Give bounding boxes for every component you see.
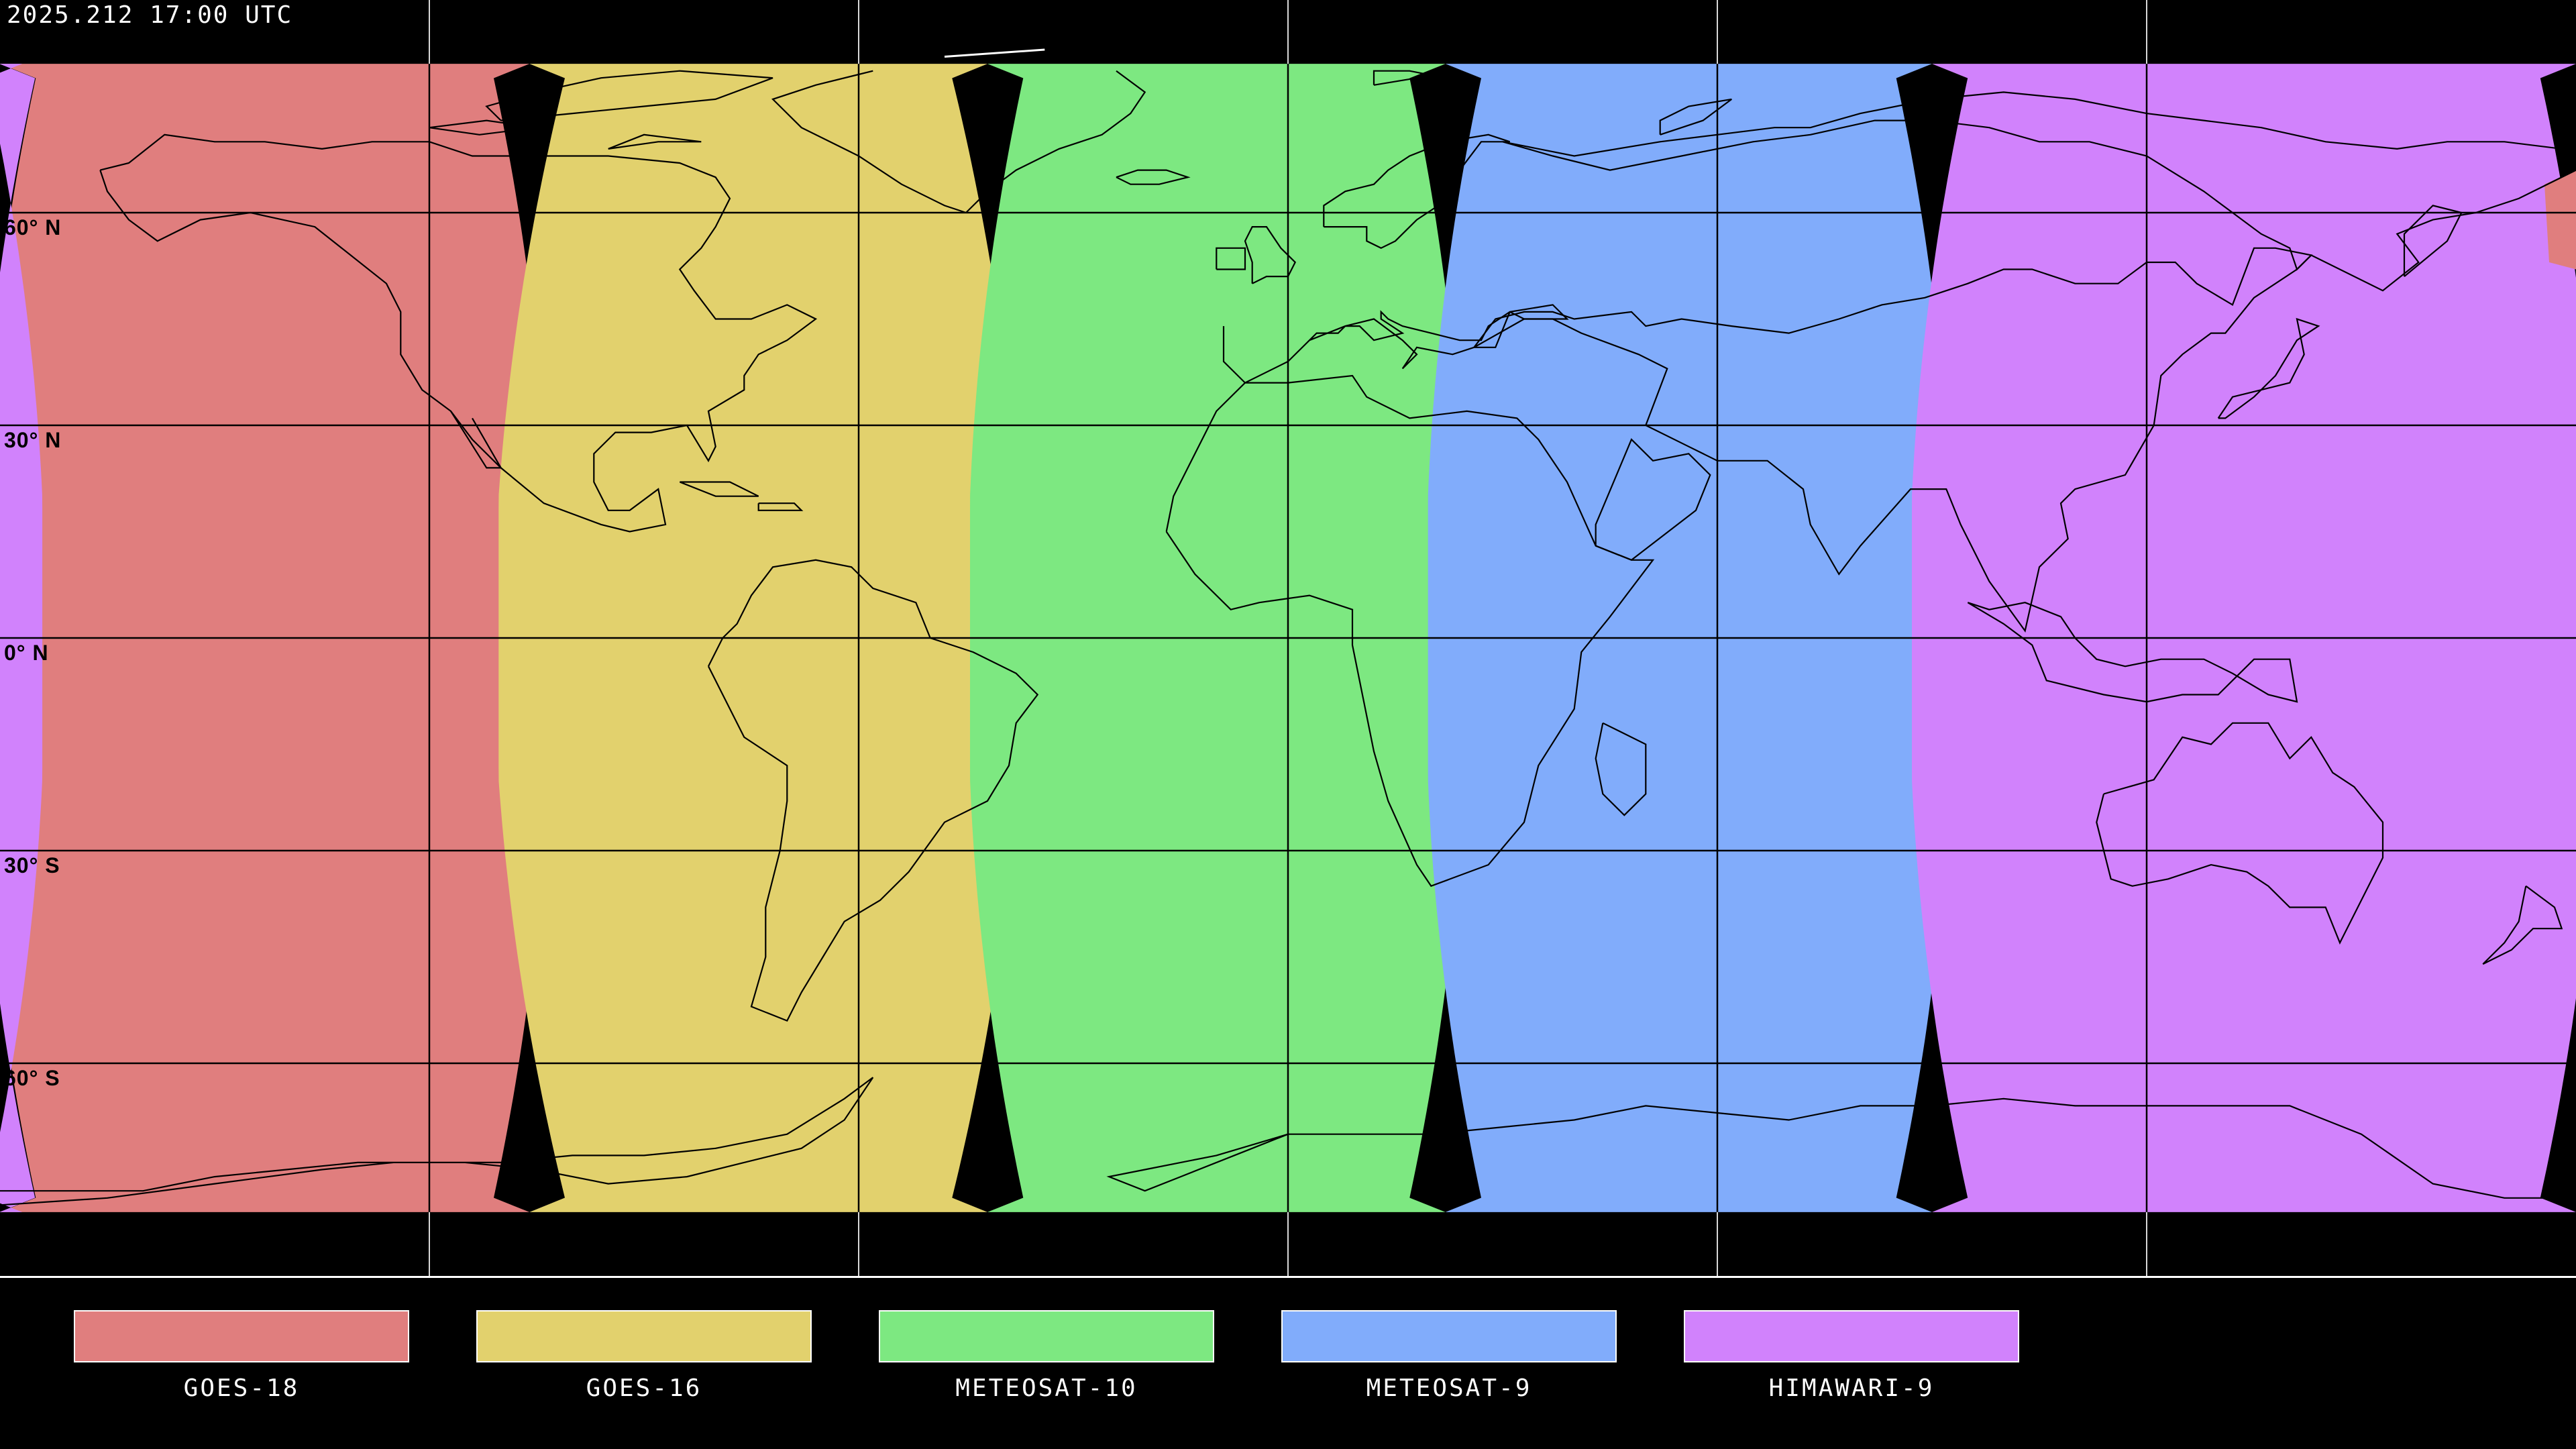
coastline-segment xyxy=(1244,226,1297,284)
legend-swatch xyxy=(1684,1310,2019,1362)
legend-swatch xyxy=(1281,1310,1617,1362)
legend-label: GOES-18 xyxy=(183,1375,300,1402)
map-area: 2025.212 17:00 UTC 60° N 30° N 0° N 30° S 60… xyxy=(0,0,2576,1276)
legend-label: HIMAWARI-9 xyxy=(1768,1375,1935,1402)
coastline-segment xyxy=(2403,205,2463,277)
legend-item-himawari-9[interactable]: HIMAWARI-9 xyxy=(1650,1310,2053,1402)
coastline-segment xyxy=(1323,133,1511,250)
legend-label: METEOSAT-9 xyxy=(1366,1375,1532,1402)
coastline-segment xyxy=(99,133,818,533)
coastlines xyxy=(0,48,2576,1206)
legend-label: GOES-16 xyxy=(586,1375,702,1402)
legend-swatch xyxy=(74,1310,409,1362)
latitude-label: 30° N xyxy=(4,428,62,452)
latitude-label: 60° N xyxy=(4,215,62,239)
legend-item-meteosat-10[interactable]: METEOSAT-10 xyxy=(845,1310,1248,1402)
legend-item-goes-18[interactable]: GOES-18 xyxy=(40,1310,443,1402)
coastline-segment xyxy=(679,481,759,497)
coastline-segment xyxy=(1595,722,1647,816)
coastline-segment xyxy=(608,133,702,150)
coastline-segment xyxy=(485,70,773,121)
coverage-region-goes-18-wrap xyxy=(2544,170,2576,270)
coastline-segment xyxy=(450,411,502,469)
latitude-label: 0° N xyxy=(4,641,49,665)
coastline-segment xyxy=(708,559,1039,1022)
coastline-segment xyxy=(2482,885,2563,965)
coastline-segment xyxy=(757,502,804,511)
coastline-segment xyxy=(1288,1097,2576,1199)
coastline-segment xyxy=(2217,317,2320,419)
coastline-segment xyxy=(965,70,1146,213)
legend-label: METEOSAT-10 xyxy=(955,1375,1138,1402)
coastline-segment xyxy=(1106,1133,1289,1192)
timestamp-label: 2025.212 17:00 UTC xyxy=(7,1,293,29)
coastline-segment xyxy=(1116,169,1191,185)
coastline-segment xyxy=(771,70,967,214)
coastline-segment xyxy=(2096,722,2384,945)
legend-panel: GOES-18 GOES-16 METEOSAT-10 METEOSAT-9 HIMAW… xyxy=(0,1278,2576,1449)
coastline-segment xyxy=(429,119,537,136)
legend-item-meteosat-9[interactable]: METEOSAT-9 xyxy=(1248,1310,1650,1402)
latitude-label: 60° S xyxy=(4,1066,60,1090)
coastline-segment xyxy=(1216,247,1246,270)
gridlines xyxy=(429,0,2147,1276)
legend-separator xyxy=(0,1276,2576,1278)
legend-swatch xyxy=(476,1310,812,1362)
coastline-segment xyxy=(1502,91,2576,292)
legend-item-goes-16[interactable]: GOES-16 xyxy=(443,1310,845,1402)
coastline-segment xyxy=(0,1077,874,1206)
legend-swatch xyxy=(879,1310,1214,1362)
coverage-map xyxy=(0,0,2576,1276)
coastline-segment xyxy=(944,48,1045,58)
coastline-segment xyxy=(1165,374,1655,888)
coastline-segment xyxy=(1659,98,1732,136)
coastline-segment xyxy=(1473,247,2313,633)
latitude-label: 30° S xyxy=(4,853,60,877)
coastline-segment xyxy=(1595,438,1711,561)
coastline-segment xyxy=(1373,70,1446,86)
coastline-segment xyxy=(1967,602,2298,703)
